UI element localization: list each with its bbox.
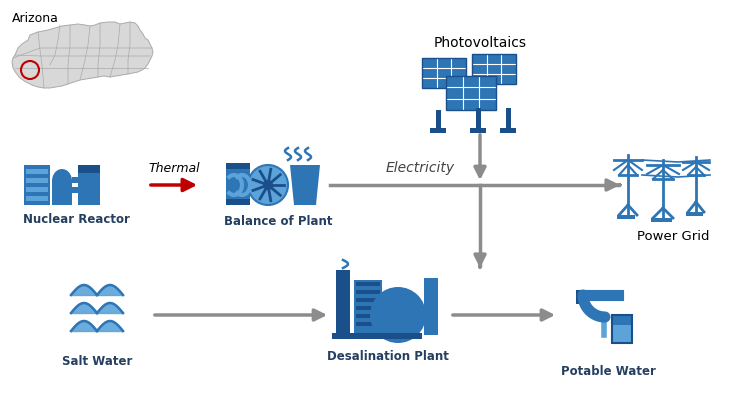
Polygon shape [290,165,320,205]
Bar [424,278,438,335]
Circle shape [263,180,273,190]
Bar [356,290,380,294]
Bar [612,315,632,325]
Text: Thermal: Thermal [148,162,200,175]
Bar [422,58,466,88]
Circle shape [370,287,426,343]
Text: Salt Water: Salt Water [62,355,132,368]
Bar [78,165,100,173]
Bar [26,169,48,174]
Bar [422,58,466,88]
Text: Desalination Plant: Desalination Plant [327,350,449,363]
Bar [686,212,703,216]
Bar [52,181,72,205]
Text: Nuclear Reactor: Nuclear Reactor [22,213,130,226]
Bar [617,215,635,219]
Bar [336,270,350,335]
Bar [356,314,380,318]
Bar [356,306,380,310]
Bar [72,187,80,193]
Bar [226,199,250,205]
Bar [72,177,80,183]
Bar [651,218,672,222]
Bar [226,167,250,203]
Bar [472,54,516,84]
Bar [24,165,50,205]
Text: Balance of Plant: Balance of Plant [224,215,332,228]
Circle shape [248,165,288,205]
Bar [430,128,446,133]
Bar [576,290,586,304]
Bar [472,54,516,84]
Bar [26,196,48,201]
Bar [356,282,380,286]
Ellipse shape [52,169,72,193]
Bar [436,110,441,130]
Text: Potable Water: Potable Water [560,365,656,378]
Bar [446,76,496,110]
Bar [356,298,380,302]
Text: Arizona: Arizona [12,12,58,25]
Bar [612,315,632,343]
Bar [446,76,496,110]
Bar [470,128,486,133]
Text: Photovoltaics: Photovoltaics [433,36,526,50]
Bar [506,108,511,130]
Bar [354,280,382,335]
Text: Power Grid: Power Grid [637,230,710,243]
Text: Electricity: Electricity [386,161,454,175]
Bar [612,315,632,343]
Bar [476,108,481,130]
Bar [78,169,100,205]
Polygon shape [12,22,153,88]
Bar [332,333,422,339]
Bar [26,178,48,183]
Bar [226,163,250,169]
Bar [26,187,48,192]
Bar [500,128,516,133]
Bar [356,322,380,326]
